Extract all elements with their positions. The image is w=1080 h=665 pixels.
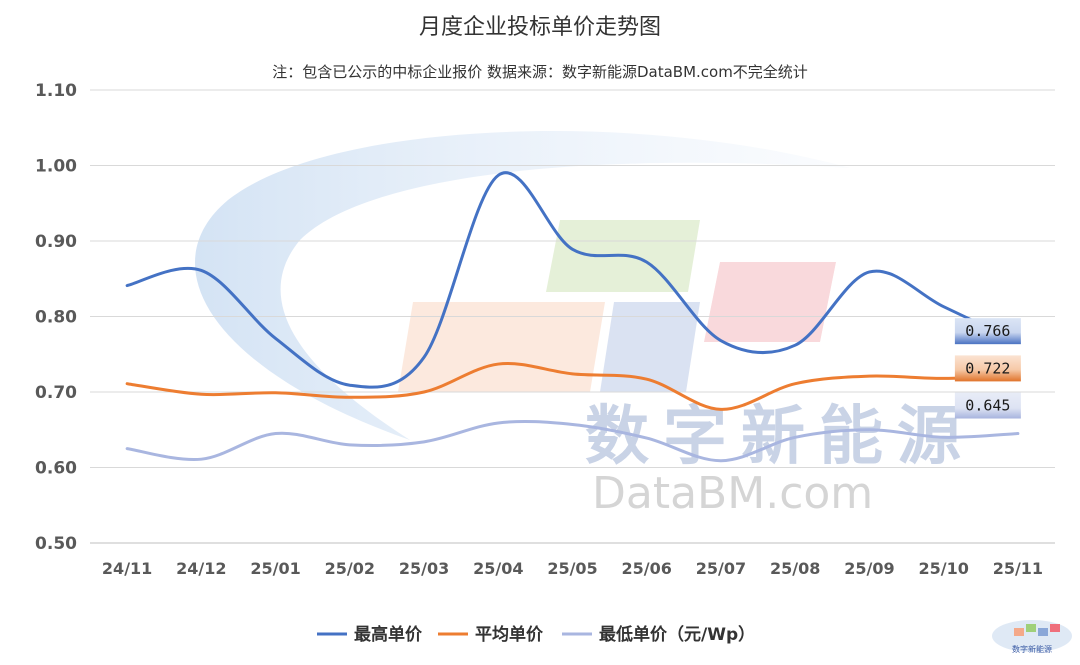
x-axis: 24/11 24/12 25/01 25/02 25/03 25/04 25/05 25/06… — [102, 559, 1043, 578]
x-tick-label: 24/12 — [176, 559, 226, 578]
data-label-avg-last: 0.722 — [954, 355, 1021, 382]
x-tick-label: 25/11 — [993, 559, 1043, 578]
legend-label: 最高单价 — [354, 624, 423, 645]
series-lines — [125, 171, 1020, 463]
corner-logo: 数字新能源 — [992, 620, 1072, 654]
x-tick-label: 25/04 — [473, 559, 523, 578]
legend-label: 最低单价（元/Wp） — [599, 624, 755, 645]
x-tick-label: 25/03 — [399, 559, 449, 578]
chart-subtitle: 注：包含已公示的中标企业报价 数据来源：数字新能源DataBM.com不完全统计 — [272, 63, 808, 81]
y-tick-label: 0.80 — [35, 308, 77, 328]
corner-logo-text: 数字新能源 — [1012, 644, 1052, 654]
x-tick-label: 25/09 — [844, 559, 894, 578]
data-label-box — [954, 355, 1021, 382]
legend-item-avg: 平均单价 — [438, 624, 544, 645]
watermark-graphic: 数字新能源 DataBM.com — [194, 131, 961, 519]
y-tick-label: 1.00 — [35, 157, 77, 177]
y-tick-label: 0.60 — [35, 459, 77, 479]
x-tick-label: 25/06 — [622, 559, 672, 578]
chart-title: 月度企业投标单价走势图 — [419, 15, 661, 40]
legend-item-max: 最高单价 — [317, 624, 423, 645]
x-tick-label: 25/08 — [770, 559, 820, 578]
data-label-min-last: 0.645 — [954, 392, 1021, 419]
watermark-swirl — [194, 131, 850, 440]
end-data-labels: 0.766 0.722 0.645 — [954, 318, 1021, 419]
data-label-text: 0.645 — [965, 397, 1010, 415]
data-label-text: 0.766 — [965, 322, 1010, 340]
y-tick-label: 1.10 — [35, 81, 77, 101]
corner-logo-tile-blue — [1038, 628, 1048, 636]
watermark-tile-blue — [600, 302, 700, 392]
legend: 最高单价 平均单价 最低单价（元/Wp） — [317, 624, 755, 645]
data-label-text: 0.722 — [965, 359, 1010, 377]
series-line-max — [125, 171, 1020, 389]
watermark-text-en: DataBM.com — [592, 468, 873, 519]
x-tick-label: 25/02 — [325, 559, 375, 578]
x-tick-label: 24/11 — [102, 559, 152, 578]
x-tick-label: 25/05 — [547, 559, 597, 578]
legend-label: 平均单价 — [475, 624, 544, 645]
y-tick-label: 0.50 — [35, 534, 77, 554]
legend-item-min: 最低单价（元/Wp） — [562, 624, 755, 645]
data-label-box — [954, 318, 1021, 345]
x-tick-label: 25/07 — [696, 559, 746, 578]
y-tick-label: 0.70 — [35, 383, 77, 403]
corner-logo-tile-green — [1026, 624, 1036, 632]
series-line-avg — [125, 362, 1020, 411]
corner-logo-tile-orange — [1014, 628, 1024, 636]
watermark-tile-pink — [704, 262, 836, 342]
series-line-min — [125, 420, 1020, 463]
x-tick-label: 25/10 — [918, 559, 968, 578]
data-label-box — [954, 392, 1021, 419]
data-label-max-last: 0.766 — [954, 318, 1021, 345]
y-axis: 0.50 0.60 0.70 0.80 0.90 1.00 1.10 — [35, 81, 77, 554]
corner-logo-tile-red — [1050, 624, 1060, 632]
x-tick-label: 25/01 — [250, 559, 300, 578]
y-tick-label: 0.90 — [35, 232, 77, 252]
